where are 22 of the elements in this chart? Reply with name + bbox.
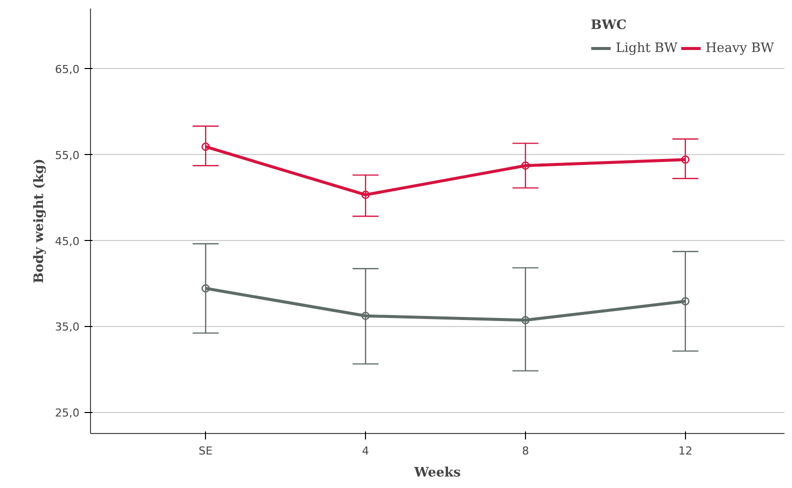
x-axis-title: Weeks: [413, 466, 461, 480]
y-axis-title: Body weight (kg): [32, 158, 48, 284]
point: [361, 190, 370, 199]
legend-label: Heavy BW: [705, 40, 774, 56]
y-tick-label: 65,0: [55, 63, 80, 76]
y-tick-label: 35,0: [55, 320, 80, 334]
point: [361, 312, 370, 320]
legend-title: BWC: [590, 18, 628, 33]
y-tick-label: 25,0: [55, 406, 80, 420]
x-tick-label: SE: [198, 444, 213, 458]
y-tick-label: 45,0: [55, 234, 80, 248]
y-tick-label: 55,0: [55, 148, 80, 162]
point: [521, 161, 530, 170]
legend-label: Light BW: [616, 40, 678, 56]
point: [201, 284, 210, 293]
x-tick-label: 4: [362, 444, 370, 458]
point: [201, 142, 210, 151]
point: [681, 155, 690, 164]
point: [681, 297, 690, 306]
x-tick-label: 8: [522, 444, 529, 458]
x-tick-label: 12: [678, 444, 692, 458]
point: [521, 316, 530, 324]
